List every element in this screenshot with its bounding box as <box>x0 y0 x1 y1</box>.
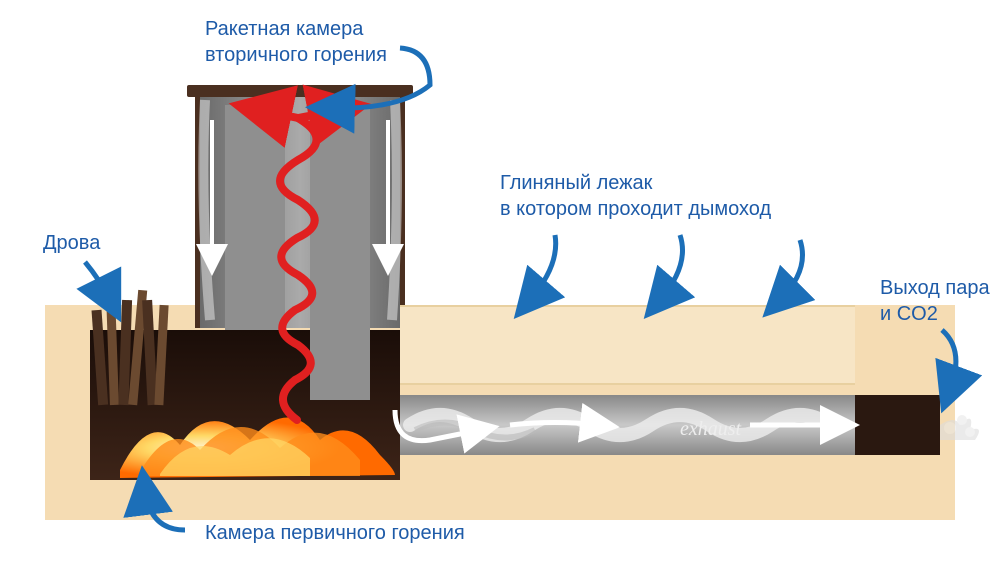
bench-top <box>400 305 855 385</box>
arrow-bench-1 <box>530 235 556 300</box>
label-rocket-chamber: Ракетная камера вторичного горения <box>205 16 387 68</box>
arrow-bench-2 <box>660 235 683 300</box>
riser-right <box>310 105 370 400</box>
riser-left <box>225 105 285 330</box>
label-primary-chamber: Камера первичного горения <box>205 520 465 546</box>
barrel-lid <box>187 85 413 97</box>
label-firewood: Дрова <box>43 230 100 256</box>
exhaust-channel <box>400 395 910 455</box>
arrow-firewood <box>85 262 110 300</box>
label-steam-exit: Выход пара и CO2 <box>880 275 990 327</box>
exhaust-tip <box>855 395 940 455</box>
arrow-bench-3 <box>780 240 803 300</box>
label-clay-bench: Глиняный лежак в котором проходит дымохо… <box>500 170 771 222</box>
